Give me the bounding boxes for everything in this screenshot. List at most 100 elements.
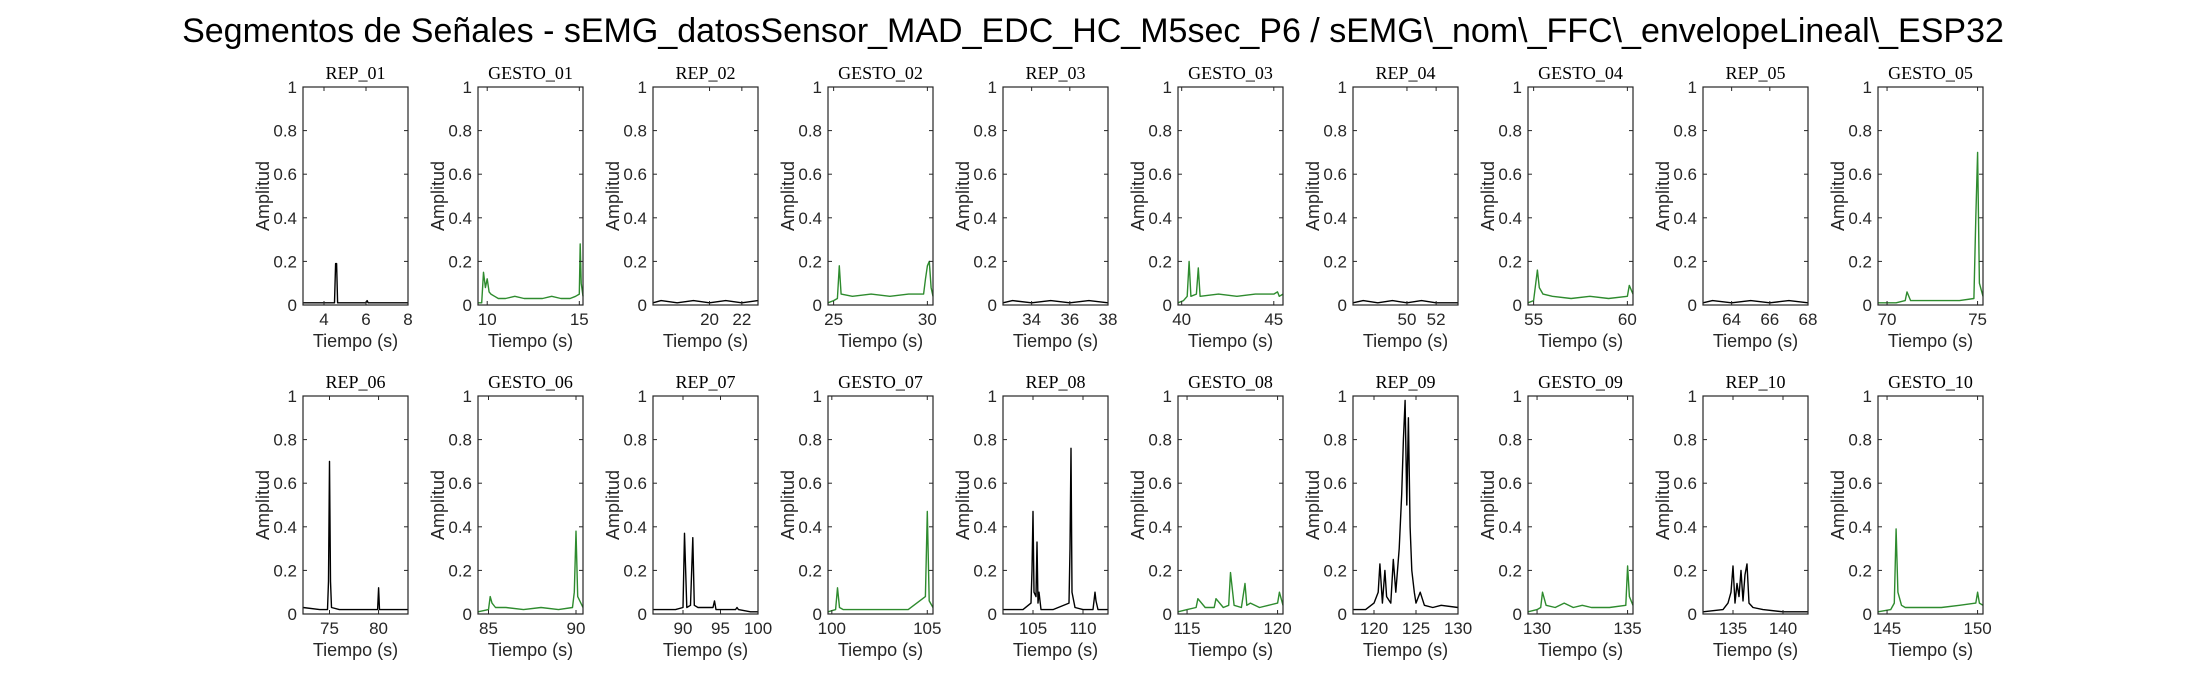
series-line <box>1877 528 1984 613</box>
subplot-gesto-10: GESTO_10 0 0.2 0.4 0.6 0.8 1 145 150 Tiempo (s) Am… <box>1828 372 1992 660</box>
x-axis-label: Tiempo (s) <box>1363 640 1448 660</box>
y-tick-label: 0 <box>1688 605 1697 624</box>
subplot-title: REP_09 <box>1375 372 1435 392</box>
axes-box <box>1352 395 1459 615</box>
y-tick-label: 0.4 <box>1323 209 1347 228</box>
subplot-rep-02: REP_02 0 0.2 0.4 0.6 0.8 1 20 22 Tiempo (s) Amplit… <box>603 63 759 351</box>
y-tick-label: 0.8 <box>623 431 647 450</box>
subplot-rep-10: REP_10 0 0.2 0.4 0.6 0.8 1 135 140 Tiempo (s) Ampl… <box>1653 372 1809 660</box>
y-tick-label: 0 <box>638 296 647 315</box>
subplot-gesto-04: GESTO_04 0 0.2 0.4 0.6 0.8 1 55 60 Tiempo (s) Ampl… <box>1478 63 1637 351</box>
x-tick-label: 145 <box>1873 619 1901 638</box>
subplot-title: REP_10 <box>1725 372 1785 392</box>
y-tick-label: 0.2 <box>973 252 997 271</box>
y-tick-label: 0.6 <box>1498 165 1522 184</box>
y-tick-label: 0 <box>813 296 822 315</box>
x-axis-label: Tiempo (s) <box>838 331 923 351</box>
x-axis-label: Tiempo (s) <box>663 331 748 351</box>
subplot-rep-04: REP_04 0 0.2 0.4 0.6 0.8 1 50 52 Tiempo (s) Amplit… <box>1303 63 1459 351</box>
y-axis-label: Amplitud <box>603 470 623 540</box>
y-tick-label: 0.6 <box>1323 474 1347 493</box>
y-tick-label: 1 <box>1513 387 1522 406</box>
x-tick-label: 105 <box>913 619 941 638</box>
subplot-gesto-03: GESTO_03 0 0.2 0.4 0.6 0.8 1 40 45 Tiempo (s) Ampl… <box>1128 63 1284 351</box>
y-tick-label: 0.4 <box>1498 518 1522 537</box>
y-tick-label: 0.4 <box>798 518 822 537</box>
y-tick-label: 1 <box>288 387 297 406</box>
y-tick-label: 0.2 <box>623 561 647 580</box>
y-tick-label: 0.6 <box>448 474 472 493</box>
x-axis-label: Tiempo (s) <box>1363 331 1448 351</box>
y-axis-label: Amplitud <box>778 161 798 231</box>
axes-box <box>302 395 409 615</box>
y-axis-label: Amplitud <box>428 161 448 231</box>
y-tick-label: 0.6 <box>1148 165 1172 184</box>
y-tick-label: 0.2 <box>1148 561 1172 580</box>
y-tick-label: 0.2 <box>273 561 297 580</box>
y-tick-label: 0.8 <box>448 431 472 450</box>
x-tick-label: 75 <box>320 619 339 638</box>
axes-box <box>1177 86 1284 306</box>
y-tick-label: 0.2 <box>1148 252 1172 271</box>
subplot-title: GESTO_08 <box>1188 372 1273 392</box>
y-axis-label: Amplitud <box>1303 161 1323 231</box>
y-tick-label: 0 <box>638 605 647 624</box>
axes-box <box>302 86 409 306</box>
series-line <box>1177 260 1284 304</box>
y-tick-label: 0.2 <box>448 561 472 580</box>
y-tick-label: 0 <box>1513 296 1522 315</box>
y-tick-label: 0 <box>288 605 297 624</box>
x-axis-label: Tiempo (s) <box>1538 331 1623 351</box>
y-axis-label: Amplitud <box>1653 470 1673 540</box>
subplot-title: GESTO_01 <box>488 63 573 83</box>
y-tick-label: 0.2 <box>273 252 297 271</box>
x-tick-label: 95 <box>711 619 730 638</box>
y-tick-label: 0.8 <box>798 431 822 450</box>
y-tick-label: 0 <box>988 605 997 624</box>
y-tick-label: 1 <box>638 387 647 406</box>
y-tick-label: 1 <box>463 78 472 97</box>
y-tick-label: 0 <box>988 296 997 315</box>
y-tick-label: 0.8 <box>1673 431 1697 450</box>
y-tick-label: 0.4 <box>1848 209 1872 228</box>
y-axis-label: Amplitud <box>1653 161 1673 231</box>
y-tick-label: 0 <box>1513 605 1522 624</box>
axes-box <box>1702 86 1809 306</box>
y-tick-label: 0.2 <box>1848 561 1872 580</box>
x-tick-label: 50 <box>1397 310 1416 329</box>
y-axis-label: Amplitud <box>253 470 273 540</box>
x-tick-label: 90 <box>567 619 586 638</box>
y-tick-label: 0.2 <box>1848 252 1872 271</box>
y-tick-label: 0.8 <box>623 122 647 141</box>
y-tick-label: 0.8 <box>1848 431 1872 450</box>
y-tick-label: 0.8 <box>798 122 822 141</box>
y-tick-label: 0.2 <box>1673 252 1697 271</box>
axes-box <box>1877 395 1984 615</box>
x-tick-label: 4 <box>319 310 328 329</box>
x-axis-label: Tiempo (s) <box>1888 331 1973 351</box>
y-tick-label: 0.4 <box>1498 209 1522 228</box>
x-axis-label: Tiempo (s) <box>1538 640 1623 660</box>
y-tick-label: 0.4 <box>1323 518 1347 537</box>
x-axis-label: Tiempo (s) <box>1013 331 1098 351</box>
x-tick-label: 135 <box>1719 619 1747 638</box>
y-tick-label: 0.4 <box>1848 518 1872 537</box>
axes-box <box>1527 86 1634 306</box>
y-tick-label: 0.8 <box>1848 122 1872 141</box>
axes-box <box>827 86 934 306</box>
series-line <box>652 299 759 304</box>
y-tick-label: 0.2 <box>973 561 997 580</box>
y-tick-label: 0.4 <box>1148 518 1172 537</box>
y-tick-label: 0.6 <box>623 165 647 184</box>
y-axis-label: Amplitud <box>1478 470 1498 540</box>
y-tick-label: 1 <box>988 78 997 97</box>
figure-title: Segmentos de Señales - sEMG_datosSensor_… <box>182 12 2004 50</box>
x-tick-label: 52 <box>1427 310 1446 329</box>
y-tick-label: 0 <box>1163 605 1172 624</box>
y-tick-label: 1 <box>813 78 822 97</box>
y-tick-label: 0.6 <box>1673 165 1697 184</box>
y-tick-label: 1 <box>988 387 997 406</box>
